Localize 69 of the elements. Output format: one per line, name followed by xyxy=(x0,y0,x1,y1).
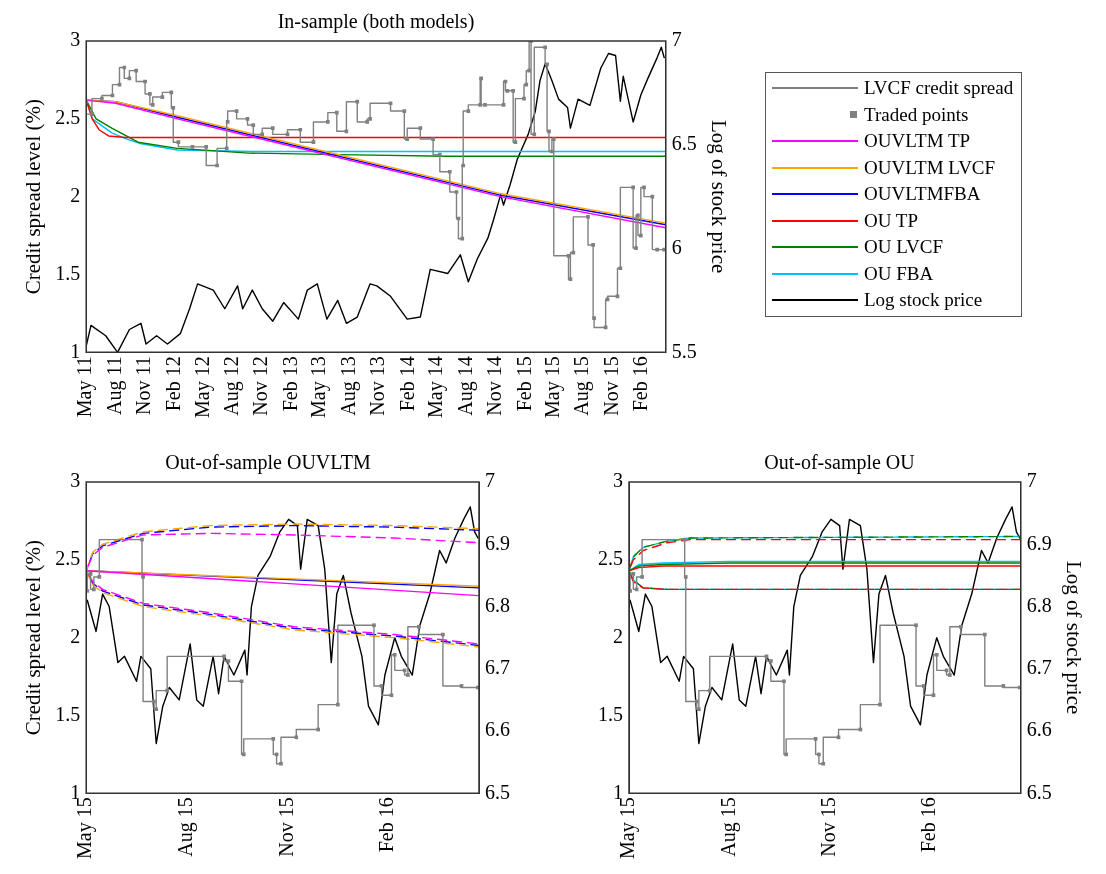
y2-tick-label: 7 xyxy=(671,28,682,51)
y2-tick-label: 7 xyxy=(1026,469,1037,492)
legend-label: Log stock price xyxy=(864,289,983,312)
y-tick-label: 2 xyxy=(613,624,623,647)
x-tick-label: May 12 xyxy=(190,356,214,419)
x-tick-label: Nov 15 xyxy=(274,797,297,857)
y2-tick-label: 6.5 xyxy=(485,780,510,803)
x-tick-label: Aug 12 xyxy=(220,356,244,416)
x-tick-label: Aug 15 xyxy=(716,797,740,857)
x-tick-label: May 14 xyxy=(424,356,448,419)
x-tick-label: Nov 15 xyxy=(817,797,840,857)
y-tick-label: 3 xyxy=(70,469,81,492)
y-tick-label: 2 xyxy=(70,624,81,647)
x-tick-label: Feb 13 xyxy=(278,356,301,412)
y-tick-label: 3 xyxy=(70,28,81,51)
x-tick-label: May 13 xyxy=(307,356,331,419)
y2-tick-label: 7 xyxy=(485,469,495,492)
y-axis-title: Credit spread level (%) xyxy=(21,540,46,736)
y2-tick-label: 6.7 xyxy=(485,656,510,679)
y2-tick-label: 6.5 xyxy=(671,132,697,155)
x-tick-label: Feb 14 xyxy=(395,356,418,412)
y-tick-label: 2.5 xyxy=(598,547,623,570)
x-tick-label: Feb 16 xyxy=(917,797,940,853)
y2-tick-label: 6.8 xyxy=(1026,593,1052,616)
legend-label: OU TP xyxy=(864,209,919,232)
x-tick-label: May 15 xyxy=(541,356,565,419)
y-tick-label: 2.5 xyxy=(55,106,81,129)
y2-axis-title: Log of stock price xyxy=(1061,560,1086,715)
legend-label: OUVLTM LVCF xyxy=(864,156,996,179)
y-tick-label: 3 xyxy=(613,469,623,492)
y2-tick-label: 6.6 xyxy=(485,718,510,741)
x-tick-label: Aug 14 xyxy=(453,356,477,416)
y-tick-label: 1.5 xyxy=(598,702,623,725)
y-axis-title: Credit spread level (%) xyxy=(21,99,46,295)
legend-label: LVCF credit spread xyxy=(864,77,1014,100)
y-tick-label: 1.5 xyxy=(55,702,81,725)
x-tick-label: Nov 14 xyxy=(483,356,506,416)
y-tick-label: 2.5 xyxy=(55,547,81,570)
y2-tick-label: 5.5 xyxy=(671,339,697,362)
y2-axis-title: Log of stock price xyxy=(706,119,731,274)
legend-label: OU LVCF xyxy=(864,236,944,259)
x-tick-label: Nov 11 xyxy=(132,356,155,416)
chart-title: In-sample (both models) xyxy=(277,10,475,34)
legend-label: OUVLTMFBA xyxy=(864,183,981,206)
x-tick-label: Feb 16 xyxy=(375,797,398,853)
x-tick-label: Aug 15 xyxy=(174,797,198,857)
y2-tick-label: 6.9 xyxy=(485,531,510,554)
x-tick-label: Nov 12 xyxy=(249,356,272,416)
x-tick-label: Aug 13 xyxy=(336,356,360,416)
y2-tick-label: 6.6 xyxy=(1026,718,1052,741)
y2-tick-label: 6 xyxy=(671,235,682,258)
y-tick-label: 2 xyxy=(70,183,81,206)
y2-tick-label: 6.9 xyxy=(1026,531,1052,554)
legend-label: OU FBA xyxy=(864,262,934,285)
x-tick-label: Feb 16 xyxy=(629,356,652,412)
chart-title: Out-of-sample OUVLTM xyxy=(165,451,371,475)
x-tick-label: Feb 12 xyxy=(161,356,184,412)
y2-tick-label: 6.8 xyxy=(485,593,510,616)
legend-label: OUVLTM TP xyxy=(864,130,971,153)
y-tick-label: 1.5 xyxy=(55,261,81,284)
y2-tick-label: 6.7 xyxy=(1026,656,1052,679)
x-tick-label: Nov 13 xyxy=(366,356,389,416)
x-tick-label: Nov 15 xyxy=(599,356,622,416)
x-tick-label: Aug 15 xyxy=(570,356,594,416)
y2-tick-label: 6.5 xyxy=(1026,780,1052,803)
x-tick-label: Feb 15 xyxy=(512,356,535,412)
x-tick-label: Aug 11 xyxy=(102,356,126,416)
legend-label: Traded points xyxy=(864,103,969,126)
chart-title: Out-of-sample OU xyxy=(764,451,916,475)
